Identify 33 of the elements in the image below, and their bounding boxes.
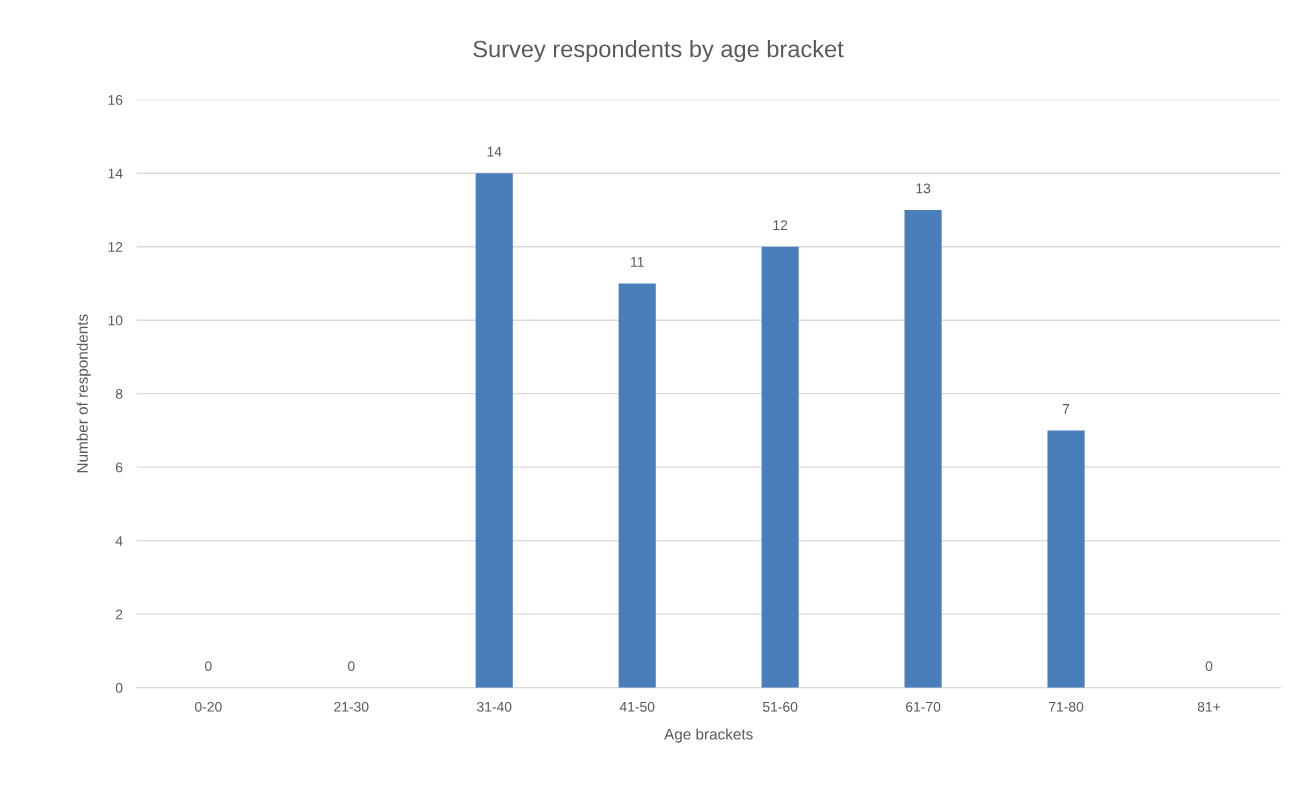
- x-tick-label: 0-20: [194, 701, 222, 712]
- chart-title: Survey respondents by age bracket: [473, 40, 844, 63]
- bar: [475, 173, 513, 688]
- x-tick-label: 71-80: [1048, 701, 1084, 712]
- y-tick-label: 12: [108, 242, 123, 252]
- x-tick-label: 81+: [1197, 701, 1221, 712]
- x-axis-title: Age brackets: [664, 728, 753, 743]
- data-label: 13: [916, 183, 931, 194]
- x-tick-label: 51-60: [762, 701, 798, 712]
- y-tick-label: 2: [115, 609, 123, 620]
- data-label: 11: [631, 257, 644, 267]
- x-tick-label: 61-70: [906, 701, 941, 712]
- x-tick-label: 31-40: [477, 701, 512, 712]
- bar: [904, 209, 942, 688]
- x-tick-label: 21-30: [334, 701, 369, 712]
- data-label: 0: [1205, 661, 1213, 672]
- bar: [618, 283, 656, 688]
- y-tick-label: 6: [115, 462, 123, 473]
- data-label: 7: [1062, 404, 1070, 414]
- bar: [1047, 430, 1085, 688]
- data-label: 12: [773, 220, 788, 230]
- y-tick-label: 14: [108, 168, 123, 179]
- data-label: 0: [347, 661, 355, 672]
- x-tick-label: 41-50: [619, 701, 655, 712]
- data-label: 14: [487, 146, 502, 157]
- bar: [761, 246, 799, 688]
- y-tick-label: 0: [115, 682, 123, 693]
- y-tick-label: 8: [115, 389, 123, 399]
- data-label: 0: [205, 661, 212, 672]
- y-tick-label: 16: [108, 95, 123, 105]
- y-axis-title: Number of respondents: [76, 314, 91, 473]
- y-tick-label: 10: [108, 315, 123, 326]
- y-tick-label: 4: [115, 536, 123, 546]
